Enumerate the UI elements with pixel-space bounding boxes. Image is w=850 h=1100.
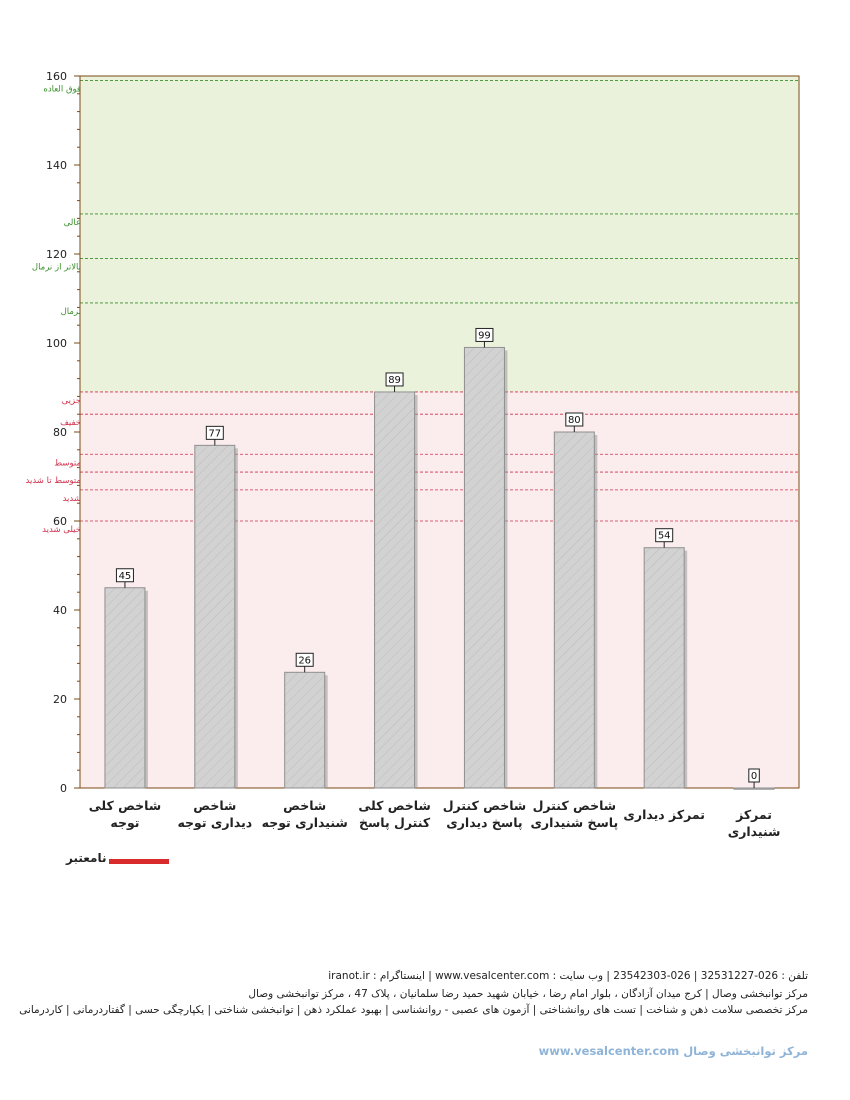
bar	[104, 587, 146, 789]
threshold-label-0: فوق العاده	[43, 84, 81, 94]
value-label: 99	[478, 330, 491, 341]
category-label-line: پاسخ دیداری	[446, 815, 523, 830]
bar	[374, 391, 416, 789]
value-label-box	[655, 528, 674, 543]
bar	[553, 431, 595, 789]
category-label-line: شاخص کنترل	[442, 798, 527, 813]
value-label-box	[748, 768, 760, 783]
category-label-line: تمرکز شنیداری	[727, 807, 781, 839]
y-tick-label: 160	[46, 70, 67, 83]
threshold-label-6: متوسط	[54, 458, 81, 468]
category-label-line: کنترل پاسخ	[358, 815, 431, 830]
threshold-label-2: بالاتر از نرمال	[32, 262, 81, 272]
category-label-line: دیداری توجه	[177, 815, 253, 830]
y-tick-label: 140	[46, 159, 67, 172]
value-label-box	[385, 372, 404, 387]
bar	[284, 671, 326, 789]
bar	[463, 346, 505, 789]
threshold-label-9: خیلی شدید	[42, 525, 81, 535]
y-tick-label: 0	[60, 782, 67, 795]
category-label: شاخص کنترل پاسخ دیداری	[439, 797, 529, 831]
category-label-line: شاخص کنترل	[532, 798, 617, 813]
y-tick-label: 20	[53, 693, 67, 706]
category-label-line: شاخص	[283, 798, 327, 813]
value-label-box	[115, 568, 134, 583]
chart: فوق العاده عالی بالاتر از نرمال نرمال جزیی خف…	[26, 70, 800, 795]
threshold-label-7: متوسط تا شدید	[26, 476, 81, 486]
category-label-line: توجه	[110, 815, 140, 830]
category-label: شاخص دیداری توجه	[170, 797, 260, 831]
threshold-label-1: عالی	[64, 218, 81, 228]
background-band-0	[80, 76, 799, 392]
value-label: 0	[751, 771, 757, 782]
footer-brand: مرکز توانبخشی وصال www.vesalcenter.com	[538, 1044, 808, 1058]
y-tick-label: 120	[46, 248, 67, 261]
y-tick-label: 60	[53, 515, 67, 528]
value-label: 80	[568, 415, 581, 426]
category-label-line: تمرکز دیداری	[623, 807, 705, 822]
background-band-1	[80, 391, 799, 788]
value-label-box	[205, 425, 224, 440]
category-label-line: پاسخ شنیداری	[530, 815, 619, 830]
threshold-label-3: نرمال	[61, 307, 81, 317]
value-label: 89	[388, 375, 401, 386]
value-label-box	[565, 412, 584, 427]
value-label-box	[295, 652, 314, 667]
threshold-label-8: شدید	[63, 494, 81, 504]
category-label-line: شاخص کلی	[358, 798, 431, 813]
y-tick-label: 40	[53, 604, 67, 617]
footer-services: مرکز تخصصی سلامت ذهن و شناخت | تست های ر…	[19, 1004, 808, 1016]
category-label: شاخص کلی کنترل پاسخ	[350, 797, 440, 831]
value-label: 26	[298, 655, 311, 666]
threshold-label-4: جزیی	[62, 396, 81, 406]
category-label: تمرکز شنیداری	[709, 806, 799, 840]
category-label-line: شاخص	[193, 798, 237, 813]
value-label: 45	[119, 571, 132, 582]
y-tick-label: 80	[53, 426, 67, 439]
legend-swatch-invalid	[109, 859, 169, 864]
bar	[733, 787, 775, 790]
value-label: 54	[658, 531, 671, 542]
category-label: شاخص کنترل پاسخ شنیداری	[529, 797, 619, 831]
category-label-line: شاخص کلی	[88, 798, 162, 813]
value-label-box	[475, 327, 494, 342]
threshold-label-5: خفیف	[60, 418, 81, 428]
category-label: شاخص شنیداری توجه	[260, 797, 350, 831]
legend-label-invalid: نامعتبر	[66, 851, 107, 865]
y-tick-label: 100	[46, 337, 67, 350]
bar	[643, 547, 685, 789]
footer-address: مرکز توانبخشی وصال | کرج میدان آزادگان ،…	[248, 988, 808, 1000]
category-label: تمرکز دیداری	[619, 806, 709, 823]
category-label-line: شنیداری توجه	[261, 815, 348, 830]
category-label: شاخص کلی توجه	[80, 797, 170, 831]
footer-contact: تلفن : 026-32531227 | 026-23542303 | وب …	[328, 970, 808, 982]
bar	[194, 444, 236, 789]
value-label: 77	[208, 428, 221, 439]
